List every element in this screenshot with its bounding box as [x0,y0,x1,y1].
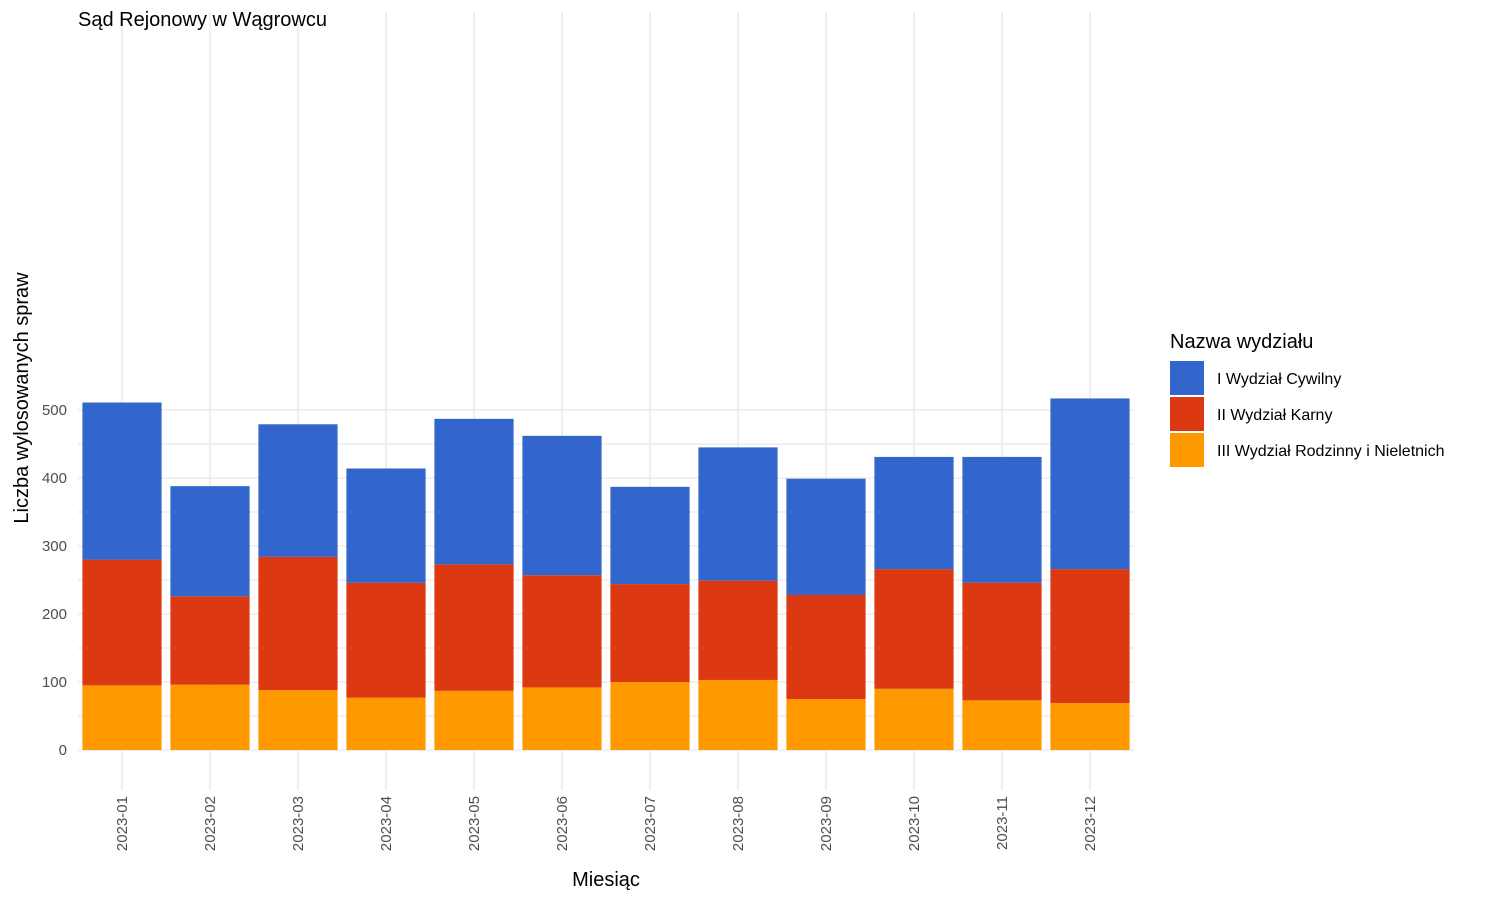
bar-segment [258,556,338,691]
bar-segment [1050,703,1130,750]
bar-segment [522,687,602,750]
bar-segment [962,456,1042,583]
bar-segment [258,690,338,750]
bar-segment [170,596,250,685]
x-tick-label: 2023-02 [202,796,219,851]
bar-segment [874,456,954,570]
bar-segment [1050,569,1130,704]
legend-label: III Wydział Rodzinny i Nieletnich [1217,443,1445,460]
bar-segment [874,569,954,689]
y-axis-title: Liczba wylosowanych spraw [11,272,33,524]
bar-segment [522,435,602,576]
legend: Nazwa wydziału I Wydział Cywilny II Wydzi… [1170,331,1445,467]
y-tick-label: 500 [42,402,67,419]
bar-segment [346,582,426,698]
x-axis-title: Miesiąc [572,869,640,891]
bar-segment [434,564,514,691]
bar-segment [786,699,866,750]
legend-label: I Wydział Cywilny [1217,371,1341,388]
bar-segment [1050,398,1130,570]
chart-title: Sąd Rejonowy w Wągrowcu [78,9,327,31]
bar-segment [82,402,162,560]
bar-segment [610,682,690,750]
x-tick-label: 2023-07 [642,796,659,851]
x-tick-label: 2023-05 [466,796,483,851]
bar-segment [610,584,690,682]
bar-segment [698,447,778,581]
bar-segment [346,468,426,583]
bar-segment [346,697,426,750]
y-tick-label: 300 [42,538,67,555]
bar-segment [698,679,778,750]
x-tick-label: 2023-06 [554,796,571,851]
bar-segment [522,575,602,688]
x-tick-label: 2023-10 [906,796,923,851]
bar-segment [434,690,514,750]
legend-swatch [1170,397,1204,431]
y-tick-label: 0 [59,742,67,759]
x-tick-label: 2023-11 [994,796,1011,850]
bar-segment [962,700,1042,750]
x-tick-label: 2023-08 [730,796,747,851]
legend-swatch [1170,433,1204,467]
x-axis-ticks: 2023-01 2023-02 2023-03 2023-04 2023-05 2023-… [114,796,1099,851]
bar-segment [962,582,1042,701]
bar-segment [170,486,250,597]
y-tick-label: 200 [42,606,67,623]
legend-title: Nazwa wydziału [1170,331,1313,353]
x-tick-label: 2023-01 [114,796,131,851]
bar-segment [82,559,162,686]
bar-segment [434,418,514,565]
y-tick-label: 400 [42,470,67,487]
legend-swatch [1170,361,1204,395]
legend-items: I Wydział Cywilny II Wydział Karny III Wyd… [1170,361,1445,467]
x-tick-label: 2023-09 [818,796,835,851]
x-tick-label: 2023-04 [378,796,395,851]
bars [82,398,1130,750]
legend-label: II Wydział Karny [1217,407,1332,424]
bar-segment [786,478,866,595]
bar-segment [698,580,778,680]
bar-segment [786,594,866,699]
y-tick-label: 100 [42,674,67,691]
x-tick-label: 2023-12 [1082,796,1099,851]
bar-segment [610,486,690,585]
x-tick-label: 2023-03 [290,796,307,851]
bar-segment [874,688,954,750]
bar-segment [82,685,162,750]
y-axis-ticks: 0 100 200 300 400 500 [42,402,67,759]
bar-segment [170,684,250,750]
bar-segment [258,424,338,557]
